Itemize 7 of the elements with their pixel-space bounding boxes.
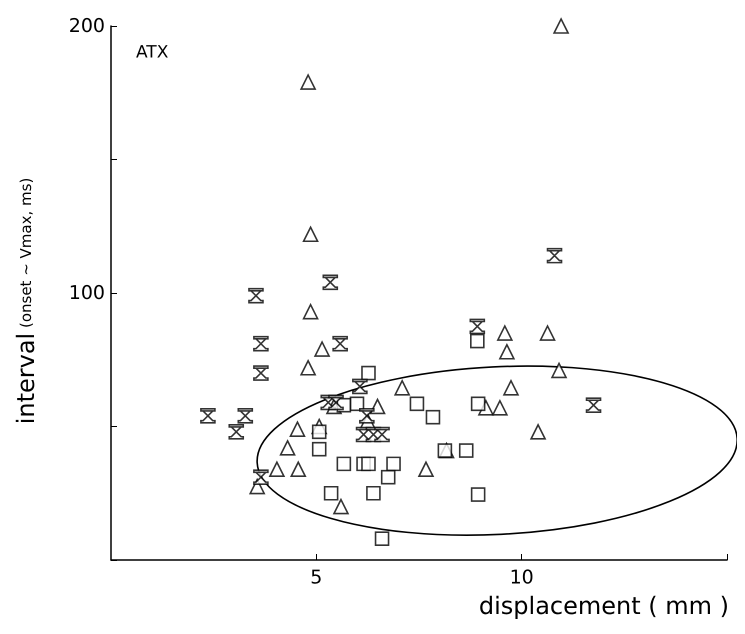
x-tick-label: 5	[310, 566, 322, 588]
annotation: ATX	[136, 42, 169, 62]
y-tick-label: 200	[68, 15, 105, 37]
y-axis-title: interval (onset ~ Vmax, ms)	[12, 178, 40, 424]
y-tick-label: 100	[68, 282, 105, 304]
x-axis-title: displacement ( mm )	[478, 592, 730, 620]
x-tick-label: 10	[510, 566, 534, 588]
